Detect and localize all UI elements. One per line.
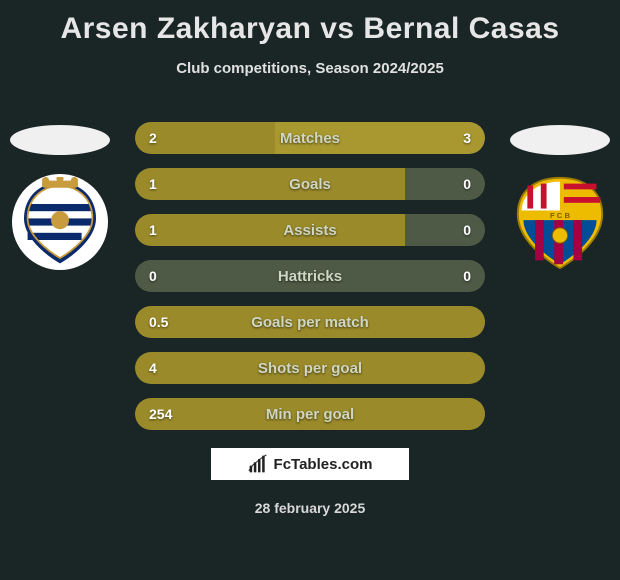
stat-label: Goals per match: [135, 314, 485, 331]
page-title: Arsen Zakharyan vs Bernal Casas: [0, 0, 620, 46]
chart-icon: [248, 454, 268, 474]
stat-row: 254Min per goal: [135, 398, 485, 430]
player-head-left: [10, 125, 110, 155]
stat-row: 00Hattricks: [135, 260, 485, 292]
team-badge-right: F C B: [512, 174, 608, 270]
stats-rows: 23Matches 10Goals 10Assists 00Hattricks 0.5G…: [135, 122, 485, 444]
stat-row: 10Goals: [135, 168, 485, 200]
stat-label: Min per goal: [135, 406, 485, 423]
stat-row: 23Matches: [135, 122, 485, 154]
stat-label: Matches: [135, 130, 485, 147]
watermark: FcTables.com: [210, 447, 410, 481]
date: 28 february 2025: [0, 500, 620, 516]
stat-label: Assists: [135, 222, 485, 239]
watermark-text: FcTables.com: [274, 456, 373, 473]
stat-row: 10Assists: [135, 214, 485, 246]
stat-label: Goals: [135, 176, 485, 193]
stat-row: 0.5Goals per match: [135, 306, 485, 338]
stat-row: 4Shots per goal: [135, 352, 485, 384]
fc-barcelona-crest-icon: F C B: [512, 174, 608, 270]
stat-label: Shots per goal: [135, 360, 485, 377]
player-head-right: [510, 125, 610, 155]
svg-text:F C B: F C B: [550, 211, 570, 220]
stat-label: Hattricks: [135, 268, 485, 285]
real-sociedad-crest-icon: [15, 177, 105, 267]
subtitle: Club competitions, Season 2024/2025: [0, 60, 620, 77]
team-badge-left: [12, 174, 108, 270]
